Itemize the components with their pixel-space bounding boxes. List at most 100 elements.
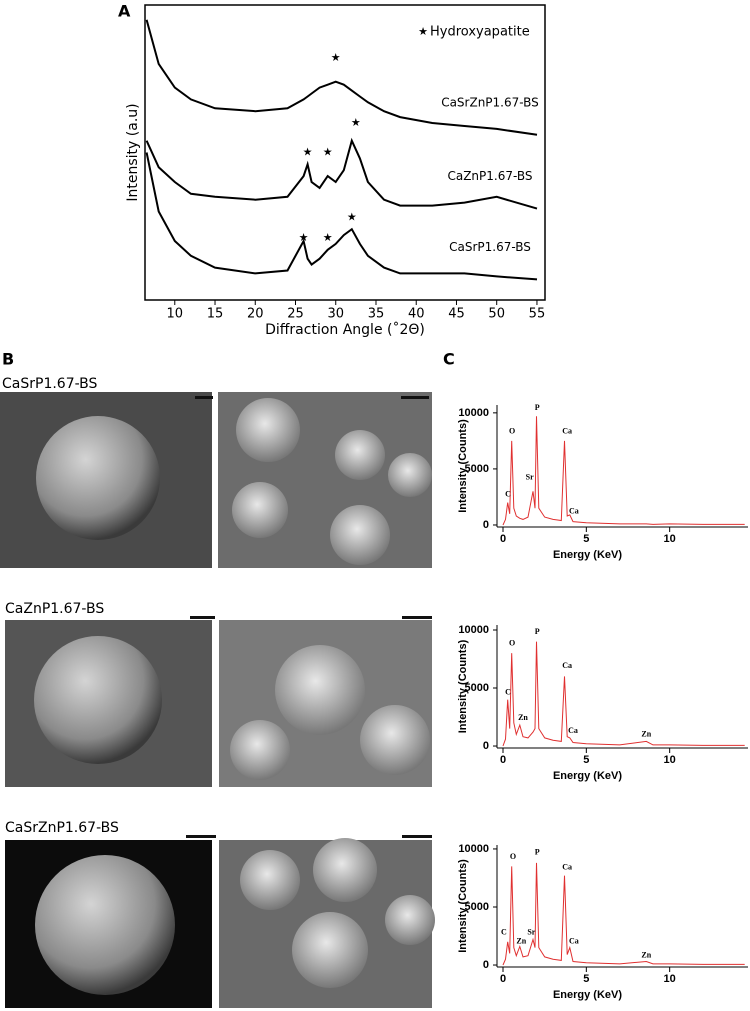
x-tick-label: 55 (529, 307, 546, 322)
x-tick-label: 50 (488, 307, 505, 322)
element-label: P (535, 847, 540, 856)
y-tick-label: 10000 (458, 407, 489, 419)
element-label: Zn (641, 951, 651, 960)
grain (335, 430, 385, 480)
y-tick-label: 0 (483, 740, 489, 752)
y-tick-label: 10000 (458, 624, 489, 636)
x-tick-label: 10 (664, 754, 676, 766)
plot-frame (144, 4, 546, 301)
element-label: Sr (526, 473, 534, 482)
x-axis-label: Diffraction Angle (˚2Θ) (265, 321, 425, 338)
x-tick-label: 20 (247, 307, 264, 322)
panel-label: B (2, 350, 14, 369)
x-tick-label: 25 (287, 307, 304, 322)
series-line (502, 416, 745, 526)
y-axis-label: Intensity (a.u) (125, 103, 141, 201)
series-label: CaSrZnP1.67-BS (441, 95, 539, 109)
sample-label: CaSrZnP1.67-BS (5, 820, 119, 836)
element-label: Zn (641, 729, 651, 738)
panel-label: A (118, 2, 131, 21)
element-label: Ca (562, 661, 572, 670)
x-axis-label: Energy (KeV) (553, 989, 622, 1001)
grain (360, 705, 430, 775)
element-label: Ca (562, 427, 572, 436)
series-line (502, 641, 745, 747)
element-label: C (505, 490, 511, 499)
scale-bar (401, 396, 429, 399)
peak-star: ★ (299, 231, 309, 244)
element-label: O (509, 639, 515, 648)
element-label: Ca (568, 726, 578, 735)
grain (313, 838, 377, 902)
grain (275, 645, 365, 735)
x-tick-label: 0 (500, 533, 506, 545)
scale-bar (402, 616, 432, 619)
x-tick-label: 0 (500, 973, 506, 985)
y-tick-label: 10000 (458, 843, 489, 855)
grain (330, 505, 390, 565)
element-label: Ca (569, 937, 579, 946)
x-tick-label: 0 (500, 754, 506, 766)
element-label: Ca (569, 506, 579, 515)
scale-bar (190, 616, 215, 619)
grain (385, 895, 435, 945)
x-tick-label: 35 (368, 307, 385, 322)
scale-bar (186, 835, 216, 838)
peak-star: ★ (323, 231, 333, 244)
y-axis-label: Intensity (Counts) (457, 419, 469, 513)
y-tick-label: 5000 (465, 682, 489, 694)
grain (240, 850, 300, 910)
element-label: C (501, 927, 507, 936)
sem-images (0, 392, 435, 1008)
scale-bar (195, 396, 213, 399)
y-axis-label: Intensity (Counts) (457, 859, 469, 953)
sphere (34, 636, 162, 764)
y-tick-label: 5000 (465, 901, 489, 913)
y-axis-label: Intensity (Counts) (457, 639, 469, 733)
y-tick-label: 0 (483, 519, 489, 531)
x-tick-label: 5 (583, 973, 589, 985)
panel-label: C (443, 350, 455, 369)
element-label: C (505, 687, 511, 696)
grain (236, 398, 300, 462)
x-tick-label: 45 (448, 307, 465, 322)
peak-star: ★ (303, 146, 313, 159)
peak-star: ★ (323, 146, 333, 159)
x-tick-label: 40 (408, 307, 425, 322)
series-label: CaZnP1.67-BS (447, 169, 532, 183)
x-tick-label: 10 (664, 973, 676, 985)
y-tick-label: 0 (483, 959, 489, 971)
element-label: Zn (518, 713, 528, 722)
element-label: O (509, 427, 515, 436)
legend-marker: ★ (418, 25, 428, 38)
x-tick-label: 10 (664, 533, 676, 545)
element-label: Zn (516, 937, 526, 946)
element-label: Ca (562, 862, 572, 871)
x-tick-label: 15 (207, 307, 224, 322)
element-label: P (535, 403, 540, 412)
sphere (35, 855, 175, 995)
peak-star: ★ (331, 51, 341, 64)
peak-star: ★ (347, 210, 357, 223)
sample-label: CaSrP1.67-BS (2, 376, 98, 392)
series-line (145, 152, 538, 281)
sphere (36, 416, 160, 540)
x-tick-label: 10 (167, 307, 184, 322)
x-tick-label: 5 (583, 533, 589, 545)
grain (232, 482, 288, 538)
series-line (145, 19, 538, 136)
element-label: Sr (527, 927, 535, 936)
series-label: CaSrP1.67-BS (449, 240, 531, 254)
y-tick-label: 5000 (465, 463, 489, 475)
x-tick-label: 30 (327, 307, 344, 322)
element-label: O (510, 852, 516, 861)
sample-label: CaZnP1.67-BS (5, 601, 104, 617)
grain (230, 720, 290, 780)
series-line (145, 137, 538, 210)
x-tick-label: 5 (583, 754, 589, 766)
x-axis-label: Energy (KeV) (553, 549, 622, 561)
grain (292, 912, 368, 988)
grain (388, 453, 432, 497)
x-axis-label: Energy (KeV) (553, 770, 622, 782)
